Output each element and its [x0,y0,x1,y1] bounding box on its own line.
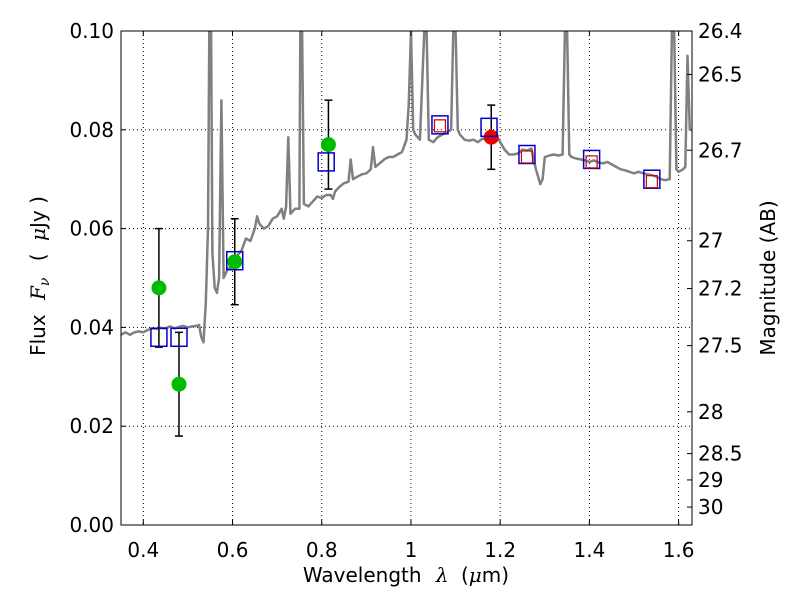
model-photometry-point [317,152,335,172]
y2-tick-label: 28.5 [698,442,743,466]
y2-tick-label: 27.2 [698,277,743,301]
detection-point [483,129,499,145]
y-tick-label: 0.10 [69,19,114,43]
y-axis-label: Flux Fν ( μJy ) [26,196,54,356]
y2-tick-label: 30 [698,495,723,519]
observed-photometry-point [227,254,243,270]
x-axis-label: Wavelength λ (μm) [303,563,509,587]
y-tick-label: 0.00 [69,513,114,537]
marker-layer [150,99,661,437]
y-tick-label: 0.02 [69,414,114,438]
x-tick-label: 0.8 [306,538,338,562]
ticks: 0.4 0.6 0.8 1 1.2 1.4 1.6 0.00 0.02 0.04 0.06 0.08 0… [69,19,742,562]
observed-photometry-point [320,137,336,153]
model-photometry-inner-point [520,150,534,164]
observed-photometry-point [171,376,187,392]
y2-tick-label: 26.7 [698,138,743,162]
spectrum-line [121,31,692,344]
y2-tick-label: 29 [698,468,723,492]
observed-photometry-point [151,280,167,296]
y2-tick-label: 26.4 [698,19,743,43]
y-tick-label: 0.04 [69,315,114,339]
model-photometry-point [480,117,498,138]
x-tick-label: 1 [405,538,418,562]
model-photometry-point [170,327,188,348]
y2-axis-label: Magnitude (AB) [756,200,780,355]
model-photometry-point [226,250,244,271]
x-tick-label: 0.6 [217,538,249,562]
y2-tick-label: 28 [698,400,723,424]
y2-tick-label: 26.5 [698,62,743,86]
y2-tick-label: 27 [698,229,723,253]
plot-frame [120,30,693,526]
x-tick-label: 1.4 [573,538,605,562]
y-tick-label: 0.08 [69,118,114,142]
x-tick-label: 1.6 [663,538,695,562]
model-photometry-point [431,115,449,135]
y2-tick-label: 27.5 [698,334,743,358]
x-tick-label: 1.2 [484,538,516,562]
y-tick-label: 0.06 [69,217,114,241]
spectrum-layer [121,31,692,344]
x-tick-label: 0.4 [127,538,159,562]
model-photometry-inner-point [645,175,658,189]
model-photometry-inner-point [433,119,447,133]
model-photometry-point [150,327,168,348]
model-photometry-inner-point [585,155,598,169]
